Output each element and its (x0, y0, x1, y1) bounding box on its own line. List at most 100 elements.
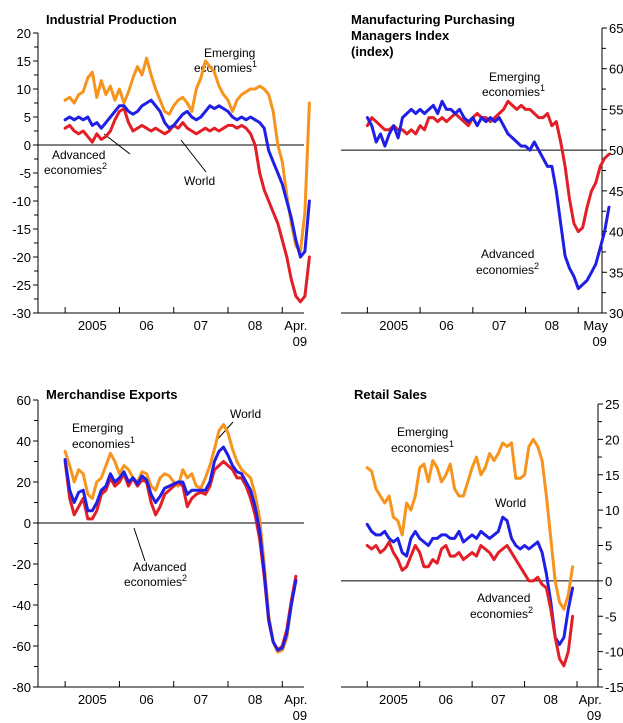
annotation-label: Emerging (204, 46, 255, 60)
annotation-superscript: 2 (528, 605, 533, 615)
annotation-label: economies (476, 263, 534, 277)
chart-title: Industrial Production (46, 12, 177, 27)
y-tick-label: 15 (605, 468, 619, 483)
y-tick-label: 40 (609, 225, 623, 240)
svg-text:economies2: economies2 (470, 605, 533, 621)
annotation-label: Emerging (72, 421, 123, 435)
y-tick-label: 30 (609, 306, 623, 321)
x-tick-label: 06 (439, 692, 453, 707)
chart-title: (index) (351, 44, 394, 59)
panel-retail-sales: Retail Sales Emerging economies1 World A… (354, 387, 533, 621)
y-tick-label: 20 (17, 26, 31, 41)
y-tick-label: 0 (24, 138, 31, 153)
x-tick-label: 06 (139, 692, 153, 707)
annotation-superscript: 1 (540, 83, 545, 93)
x-tick-label: 07 (491, 692, 505, 707)
y-tick-label: -5 (605, 609, 617, 624)
annotation-superscript: 1 (449, 439, 454, 449)
annotation-superscript: 1 (130, 435, 135, 445)
x-tick-label: 06 (139, 318, 153, 333)
y-tick-label: 45 (609, 184, 623, 199)
y-tick-label: 55 (609, 102, 623, 117)
series-line (63, 56, 311, 253)
y-tick-label: -25 (12, 278, 31, 293)
series-line (63, 445, 298, 652)
chart-title: Managers Index (351, 28, 450, 43)
annotation-label: economies (72, 437, 130, 451)
y-tick-label: -15 (605, 680, 623, 695)
series-line (365, 437, 575, 611)
y-tick-label: 10 (605, 503, 619, 518)
y-tick-label: 15 (17, 54, 31, 69)
y-tick-label: 0 (24, 516, 31, 531)
series-line (63, 460, 298, 652)
x-tick-label: 2005 (78, 318, 107, 333)
x-tick-label: 08 (545, 318, 559, 333)
x-tick-label: 07 (194, 318, 208, 333)
y-tick-label: -5 (19, 166, 31, 181)
y-tick-label: 10 (17, 82, 31, 97)
x-tick-label: 09 (587, 708, 601, 723)
y-tick-label: -40 (12, 598, 31, 613)
panel-manufacturing-pmi: Manufacturing Purchasing Managers Index … (351, 12, 545, 277)
annotation-label: World (184, 174, 215, 188)
chart-title: Retail Sales (354, 387, 427, 402)
y-tick-label: 35 (609, 265, 623, 280)
x-tick-label: 2005 (379, 318, 408, 333)
y-tick-label: 0 (605, 574, 612, 589)
annotation-label: Advanced (133, 560, 186, 574)
annotation-leader-line (103, 133, 131, 155)
annotation-leader-line (133, 527, 146, 562)
x-tick-label: 08 (248, 692, 262, 707)
y-tick-label: 60 (609, 62, 623, 77)
series-line (63, 107, 311, 304)
svg-text:economies2: economies2 (44, 161, 107, 177)
y-tick-label: -10 (605, 645, 623, 660)
series-line (365, 515, 575, 646)
y-tick-label: 50 (609, 143, 623, 158)
series-line (365, 99, 611, 291)
y-tick-label: -15 (12, 222, 31, 237)
x-tick-label: 09 (293, 708, 307, 723)
annotation-superscript: 2 (534, 261, 539, 271)
annotation-superscript: 2 (102, 161, 107, 171)
panel-merchandise-exports: Merchandise Exports Emerging economies1 … (46, 387, 261, 589)
x-tick-label: 2005 (78, 692, 107, 707)
annotation-superscript: 1 (252, 59, 257, 69)
annotation-leader-line (215, 421, 234, 442)
svg-text:economies2: economies2 (124, 573, 187, 589)
x-tick-label: Apr. (579, 692, 602, 707)
y-tick-label: 5 (605, 539, 612, 554)
x-tick-label: 09 (592, 334, 606, 349)
y-tick-label: -80 (12, 680, 31, 695)
annotation-label: Emerging (397, 425, 448, 439)
y-tick-label: 20 (605, 432, 619, 447)
y-tick-label: 65 (609, 21, 623, 36)
annotation-label: economies (391, 441, 449, 455)
annotation-label: Emerging (489, 70, 540, 84)
y-tick-label: 40 (17, 434, 31, 449)
plot-retail: 25 20 15 10 5 0 -5 -10 -15 2005 06 07 08 Apr.09 (341, 397, 623, 723)
x-tick-label: 07 (194, 692, 208, 707)
annotation-superscript: 2 (182, 573, 187, 583)
svg-text:economies2: economies2 (476, 261, 539, 277)
annotation-label: economies (482, 85, 540, 99)
x-tick-label: Apr. (284, 318, 307, 333)
annotation-label: Advanced (52, 148, 105, 162)
x-tick-label: 06 (439, 318, 453, 333)
series-line (365, 540, 575, 668)
svg-text:economies1: economies1 (391, 439, 454, 455)
x-tick-label: 08 (544, 692, 558, 707)
annotation-label: Advanced (477, 591, 530, 605)
y-tick-label: -20 (12, 250, 31, 265)
x-tick-label: 09 (293, 334, 307, 349)
x-tick-label: 2005 (379, 692, 408, 707)
annotation-label: World (495, 496, 526, 510)
svg-text:economies1: economies1 (72, 435, 135, 451)
plot-ip: 20 15 10 5 0 -5 -10 -15 -20 -25 -30 2005 06 07 08 Apr.0… (12, 26, 311, 349)
y-tick-label: 60 (17, 393, 31, 408)
chart-title: Manufacturing Purchasing (351, 12, 515, 27)
x-tick-label: 08 (248, 318, 262, 333)
